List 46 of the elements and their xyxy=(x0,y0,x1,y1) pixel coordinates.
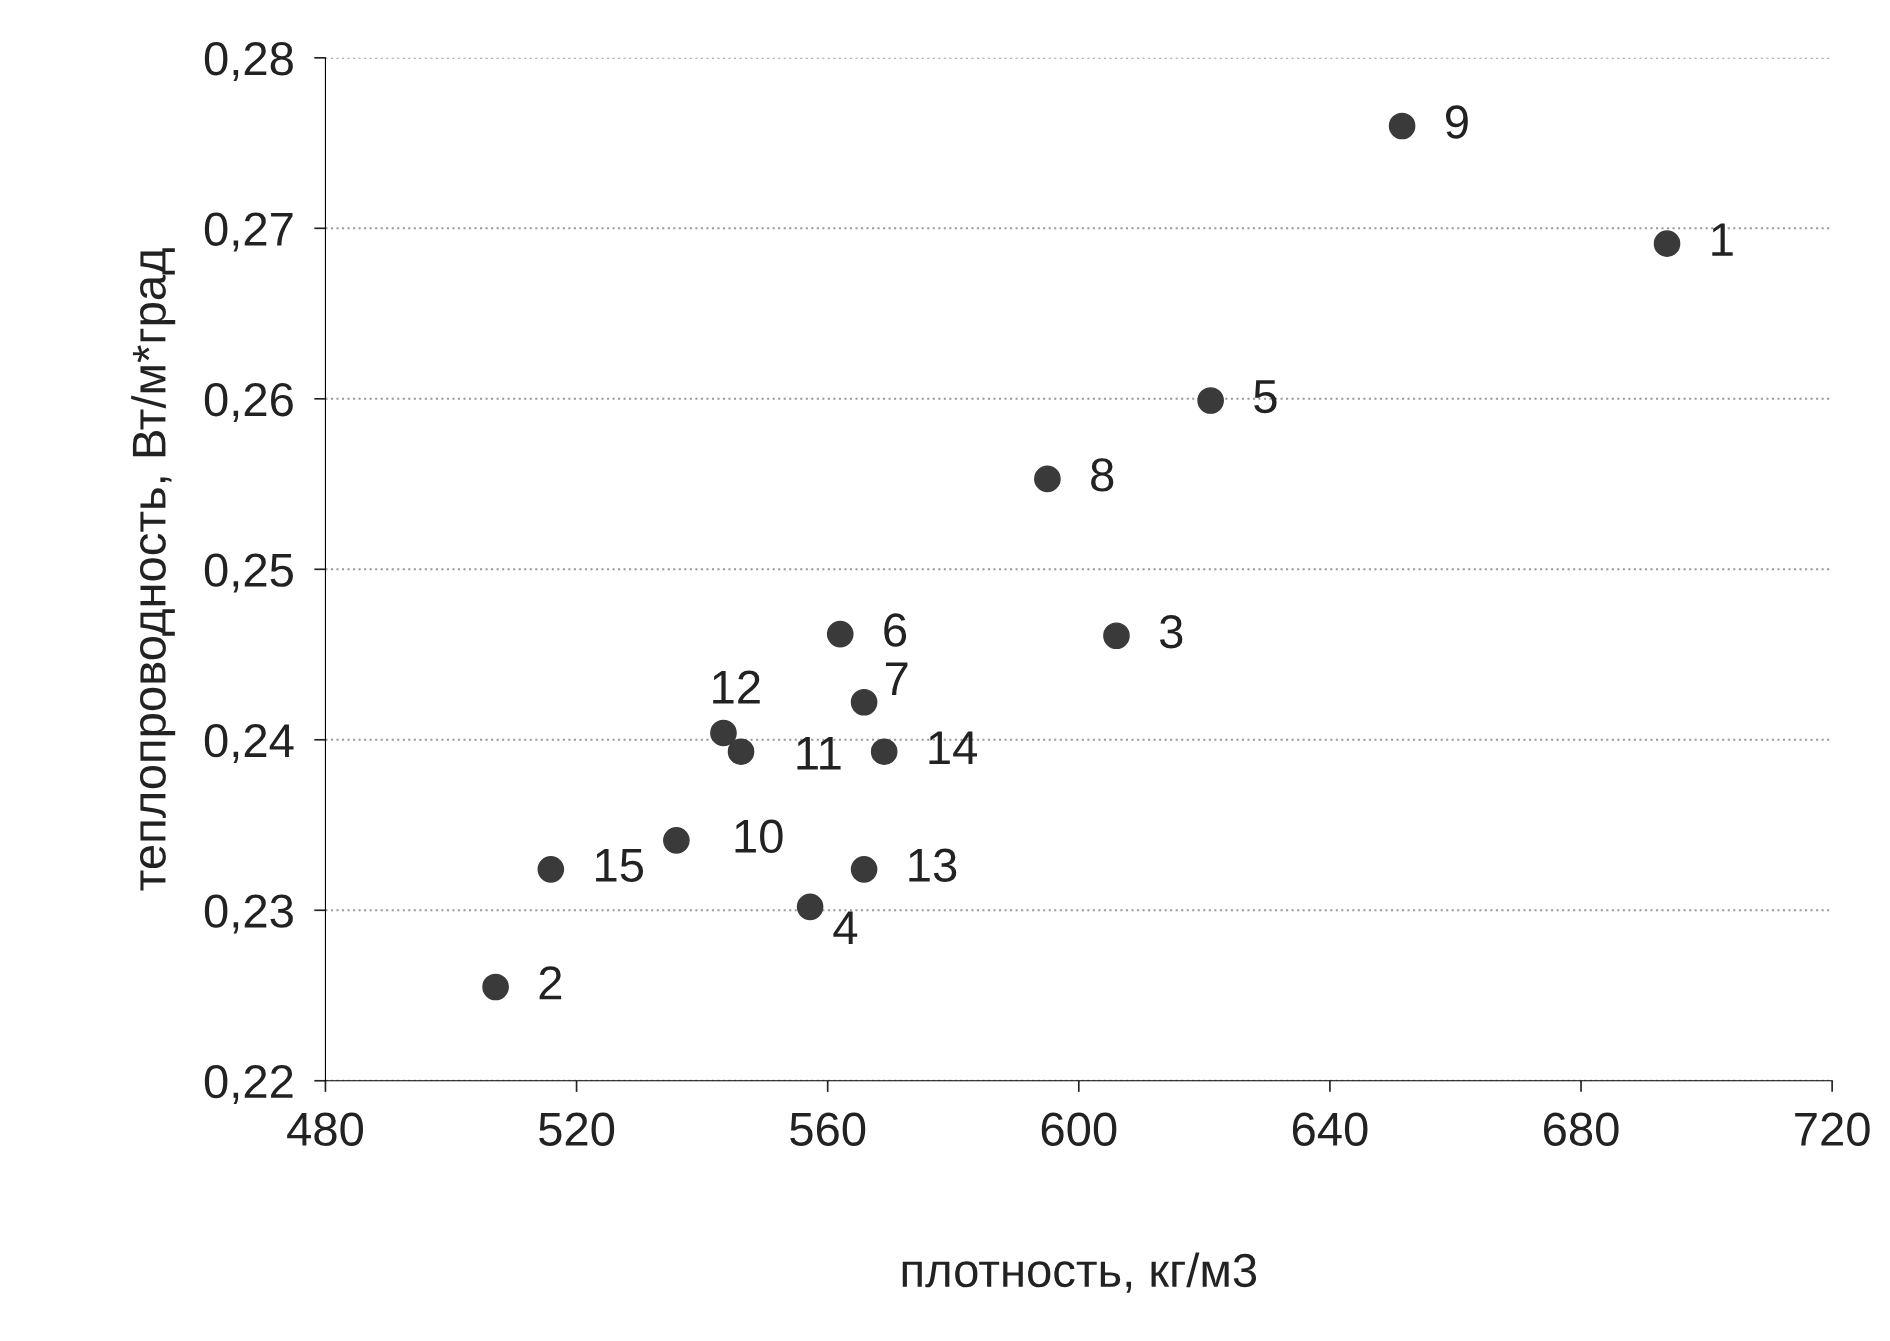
x-tick-label: 720 xyxy=(1795,1112,1870,1146)
point xyxy=(1197,387,1224,414)
y-axis-title: теплопроводность, Вт/м*град xyxy=(131,248,176,891)
annotation: 8 xyxy=(1091,458,1114,492)
point xyxy=(1103,622,1130,650)
annotation: 9 xyxy=(1445,105,1468,139)
y-tick-label: 0,26 xyxy=(204,382,293,422)
y-tick-label: 0,28 xyxy=(204,41,293,81)
annotation: 6 xyxy=(884,613,907,647)
point xyxy=(727,738,755,766)
annotation: 12 xyxy=(713,670,760,704)
x-tick-label: 600 xyxy=(1041,1112,1117,1146)
point xyxy=(537,856,565,883)
x-tick-label: 680 xyxy=(1544,1112,1619,1146)
point xyxy=(1388,112,1416,140)
annotation: 1 xyxy=(1712,223,1733,256)
x-tick-label: 480 xyxy=(287,1112,363,1146)
y-tick-label: 0,25 xyxy=(204,553,293,593)
y-tick-label: 0,24 xyxy=(204,723,294,763)
y-tick-label: 0,22 xyxy=(204,1064,293,1104)
annotation: 13 xyxy=(909,848,957,883)
annotation: 5 xyxy=(1254,380,1277,414)
point xyxy=(870,738,898,766)
x-tick-label: 520 xyxy=(539,1112,615,1146)
point xyxy=(482,973,509,1001)
annotation: 15 xyxy=(596,849,644,883)
y-tick-label: 0,27 xyxy=(204,212,293,252)
x-tick-label: 640 xyxy=(1292,1112,1368,1146)
annotation: 2 xyxy=(539,966,562,1000)
point xyxy=(826,620,854,648)
point xyxy=(710,719,737,747)
annotation: 14 xyxy=(929,731,977,764)
x-axis-title: плотность, кг/м3 xyxy=(902,1252,1257,1293)
annotation: 7 xyxy=(885,662,908,696)
point xyxy=(1034,465,1061,493)
annotation: 10 xyxy=(735,819,783,854)
annotation: 3 xyxy=(1159,615,1183,649)
point xyxy=(850,856,878,883)
annotation: 11 xyxy=(797,736,841,770)
point xyxy=(796,893,824,921)
point xyxy=(663,827,690,854)
annotation: 4 xyxy=(833,911,858,945)
y-tick-label: 0,23 xyxy=(204,894,293,934)
x-tick-label: 560 xyxy=(790,1112,866,1146)
point xyxy=(1653,230,1681,257)
point xyxy=(850,688,878,716)
